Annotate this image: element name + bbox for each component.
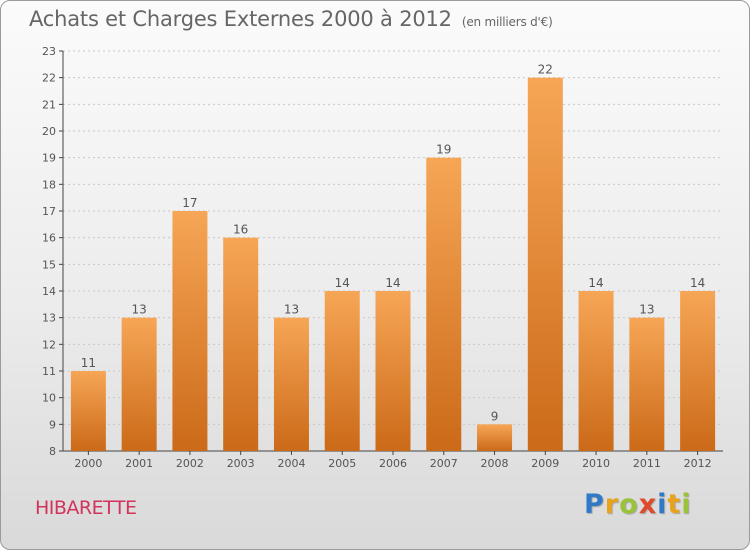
x-tick-label: 2007 [430,457,458,470]
bar [273,317,309,451]
x-tick-label: 2004 [277,457,305,470]
bar-value-label: 19 [436,143,451,157]
x-tick-label: 2000 [74,457,102,470]
bar [578,291,614,451]
bar-value-label: 22 [538,63,553,77]
x-tick-label: 2009 [531,457,559,470]
logo-letter: x [638,489,658,520]
bar-value-label: 16 [233,223,248,237]
bar [426,157,462,451]
x-tick-label: 2005 [328,457,356,470]
x-tick-label: 2008 [481,457,509,470]
y-tick-label: 10 [42,392,56,405]
y-tick-label: 15 [42,258,56,271]
bar [527,77,563,452]
bar [680,291,716,451]
x-tick-label: 2003 [227,457,255,470]
logo-letter: t [667,489,682,520]
y-tick-label: 14 [42,285,56,298]
x-tick-label: 2006 [379,457,407,470]
bar [223,237,259,451]
logo-letter: P [584,489,605,520]
bar-value-label: 13 [284,303,299,317]
y-tick-label: 23 [42,45,56,58]
bar-value-label: 9 [491,409,499,423]
y-tick-label: 16 [42,232,56,245]
bar [324,291,360,451]
x-tick-label: 2010 [582,457,610,470]
bar [70,371,106,451]
bar-value-label: 14 [588,276,603,290]
x-tick-label: 2012 [684,457,712,470]
bar-value-label: 13 [132,303,147,317]
x-tick-label: 2001 [125,457,153,470]
y-tick-label: 12 [42,338,56,351]
bar-value-label: 17 [182,196,197,210]
bar [121,317,157,451]
y-tick-label: 21 [42,98,56,111]
bar-value-label: 13 [639,303,654,317]
y-tick-label: 18 [42,178,56,191]
x-tick-label: 2011 [633,457,661,470]
y-tick-label: 8 [49,445,56,458]
logo-letter: o [619,489,639,520]
logo-letter: i [657,489,668,520]
y-tick-label: 20 [42,125,56,138]
y-tick-label: 17 [42,205,56,218]
bar [172,211,208,451]
y-tick-label: 22 [42,72,56,85]
y-tick-label: 9 [49,418,56,431]
bar [375,291,411,451]
commune-name: HIBARETTE [35,497,137,519]
bar-value-label: 14 [335,276,350,290]
x-tick-label: 2002 [176,457,204,470]
chart-title: Achats et Charges Externes 2000 à 2012 (e… [29,7,553,31]
chart-unit: (en milliers d'€) [461,15,553,29]
logo-letter: r [604,489,620,520]
bar-value-label: 11 [81,356,96,370]
bar-value-label: 14 [385,276,400,290]
y-tick-label: 11 [42,365,56,378]
bar [629,317,665,451]
bar [477,424,513,451]
y-tick-label: 13 [42,312,56,325]
bar-value-label: 14 [690,276,705,290]
proxiti-logo: Proxiti [584,489,692,520]
logo-letter: i [681,489,692,520]
y-tick-label: 19 [42,152,56,165]
chart-title-text: Achats et Charges Externes 2000 à 2012 [29,7,452,31]
